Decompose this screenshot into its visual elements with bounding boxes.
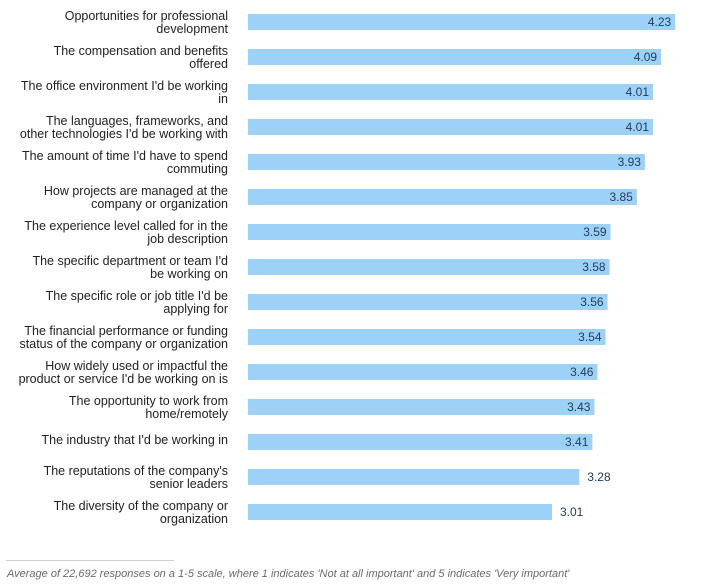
value-label: 3.58 [582, 260, 606, 274]
bar [248, 224, 611, 240]
bar [248, 14, 676, 30]
bar [248, 329, 606, 345]
value-label: 3.46 [570, 365, 594, 379]
value-labels: 4.23 4.09 4.01 4.01 3.93 3.85 3.59 3.58 3.56 3.54… [560, 15, 672, 519]
category-label: The specific role or job title I'd be app… [46, 289, 228, 316]
category-label: The amount of time I'd have to spend comm… [22, 149, 228, 176]
category-labels: Opportunities for professional developmen… [19, 9, 229, 526]
value-label: 4.23 [648, 15, 672, 29]
category-label: The languages, frameworks, and other tech… [20, 114, 228, 141]
category-label: The financial performance or funding stat… [20, 324, 229, 351]
category-label: The industry that I'd be working in [41, 433, 228, 447]
bar [248, 259, 610, 275]
bar [248, 434, 593, 450]
bar [248, 364, 598, 380]
category-label: The office environment I'd be working in [21, 79, 228, 106]
bar [248, 49, 662, 65]
bar [248, 84, 654, 100]
value-label: 4.09 [634, 50, 658, 64]
category-label: The specific department or team I'd be wo… [32, 254, 228, 281]
bar [248, 504, 553, 520]
value-label: 3.85 [609, 190, 633, 204]
footnote: Average of 22,692 responses on a 1-5 sca… [7, 568, 570, 580]
bar [248, 154, 645, 170]
value-label: 3.43 [567, 400, 591, 414]
bars [248, 14, 676, 520]
bar [248, 294, 608, 310]
category-label: The experience level called for in the jo… [24, 219, 228, 246]
category-label: How widely used or impactful the product … [19, 359, 228, 386]
category-label: The compensation and benefits offered [54, 44, 228, 71]
value-label: 4.01 [626, 120, 650, 134]
bar [248, 399, 595, 415]
bar [248, 189, 637, 205]
value-label: 3.01 [560, 505, 584, 519]
value-label: 3.28 [587, 470, 611, 484]
bar [248, 469, 580, 485]
bar [248, 119, 654, 135]
category-label: The reputations of the company's senior l… [44, 464, 228, 491]
value-label: 3.93 [618, 155, 642, 169]
value-label: 3.59 [583, 225, 607, 239]
value-label: 3.54 [578, 330, 602, 344]
category-label: How projects are managed at the company o… [44, 184, 228, 211]
value-label: 3.56 [580, 295, 604, 309]
value-label: 4.01 [626, 85, 650, 99]
category-label: The diversity of the company or organizat… [54, 499, 228, 526]
category-label: The opportunity to work from home/remotel… [69, 394, 229, 421]
category-label: Opportunities for professional developmen… [65, 9, 229, 36]
footnote-divider [6, 560, 174, 561]
value-label: 3.41 [565, 435, 589, 449]
